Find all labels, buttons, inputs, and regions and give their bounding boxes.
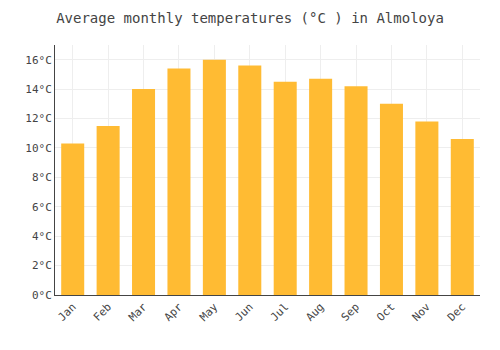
svg-text:Oct: Oct [374, 301, 397, 324]
svg-text:Sep: Sep [339, 301, 362, 324]
svg-text:8°C: 8°C [32, 171, 52, 184]
svg-text:16°C: 16°C [25, 54, 52, 67]
svg-text:Jul: Jul [268, 301, 291, 324]
svg-text:Jun: Jun [233, 301, 256, 324]
svg-text:Feb: Feb [91, 301, 114, 324]
svg-text:Average monthly temperatures (: Average monthly temperatures (°C ) in Al… [56, 10, 444, 26]
svg-text:4°C: 4°C [32, 230, 52, 243]
svg-text:Dec: Dec [445, 301, 468, 324]
svg-text:Jan: Jan [55, 301, 78, 324]
svg-text:10°C: 10°C [25, 142, 52, 155]
svg-text:14°C: 14°C [25, 83, 52, 96]
svg-text:Apr: Apr [162, 300, 186, 324]
svg-text:6°C: 6°C [32, 201, 52, 214]
svg-text:12°C: 12°C [25, 112, 52, 125]
svg-text:May: May [197, 300, 221, 324]
svg-text:Aug: Aug [303, 301, 326, 324]
svg-text:2°C: 2°C [32, 259, 52, 272]
svg-text:Nov: Nov [410, 300, 434, 324]
svg-text:0°C: 0°C [32, 289, 52, 302]
svg-text:Mar: Mar [126, 300, 150, 324]
